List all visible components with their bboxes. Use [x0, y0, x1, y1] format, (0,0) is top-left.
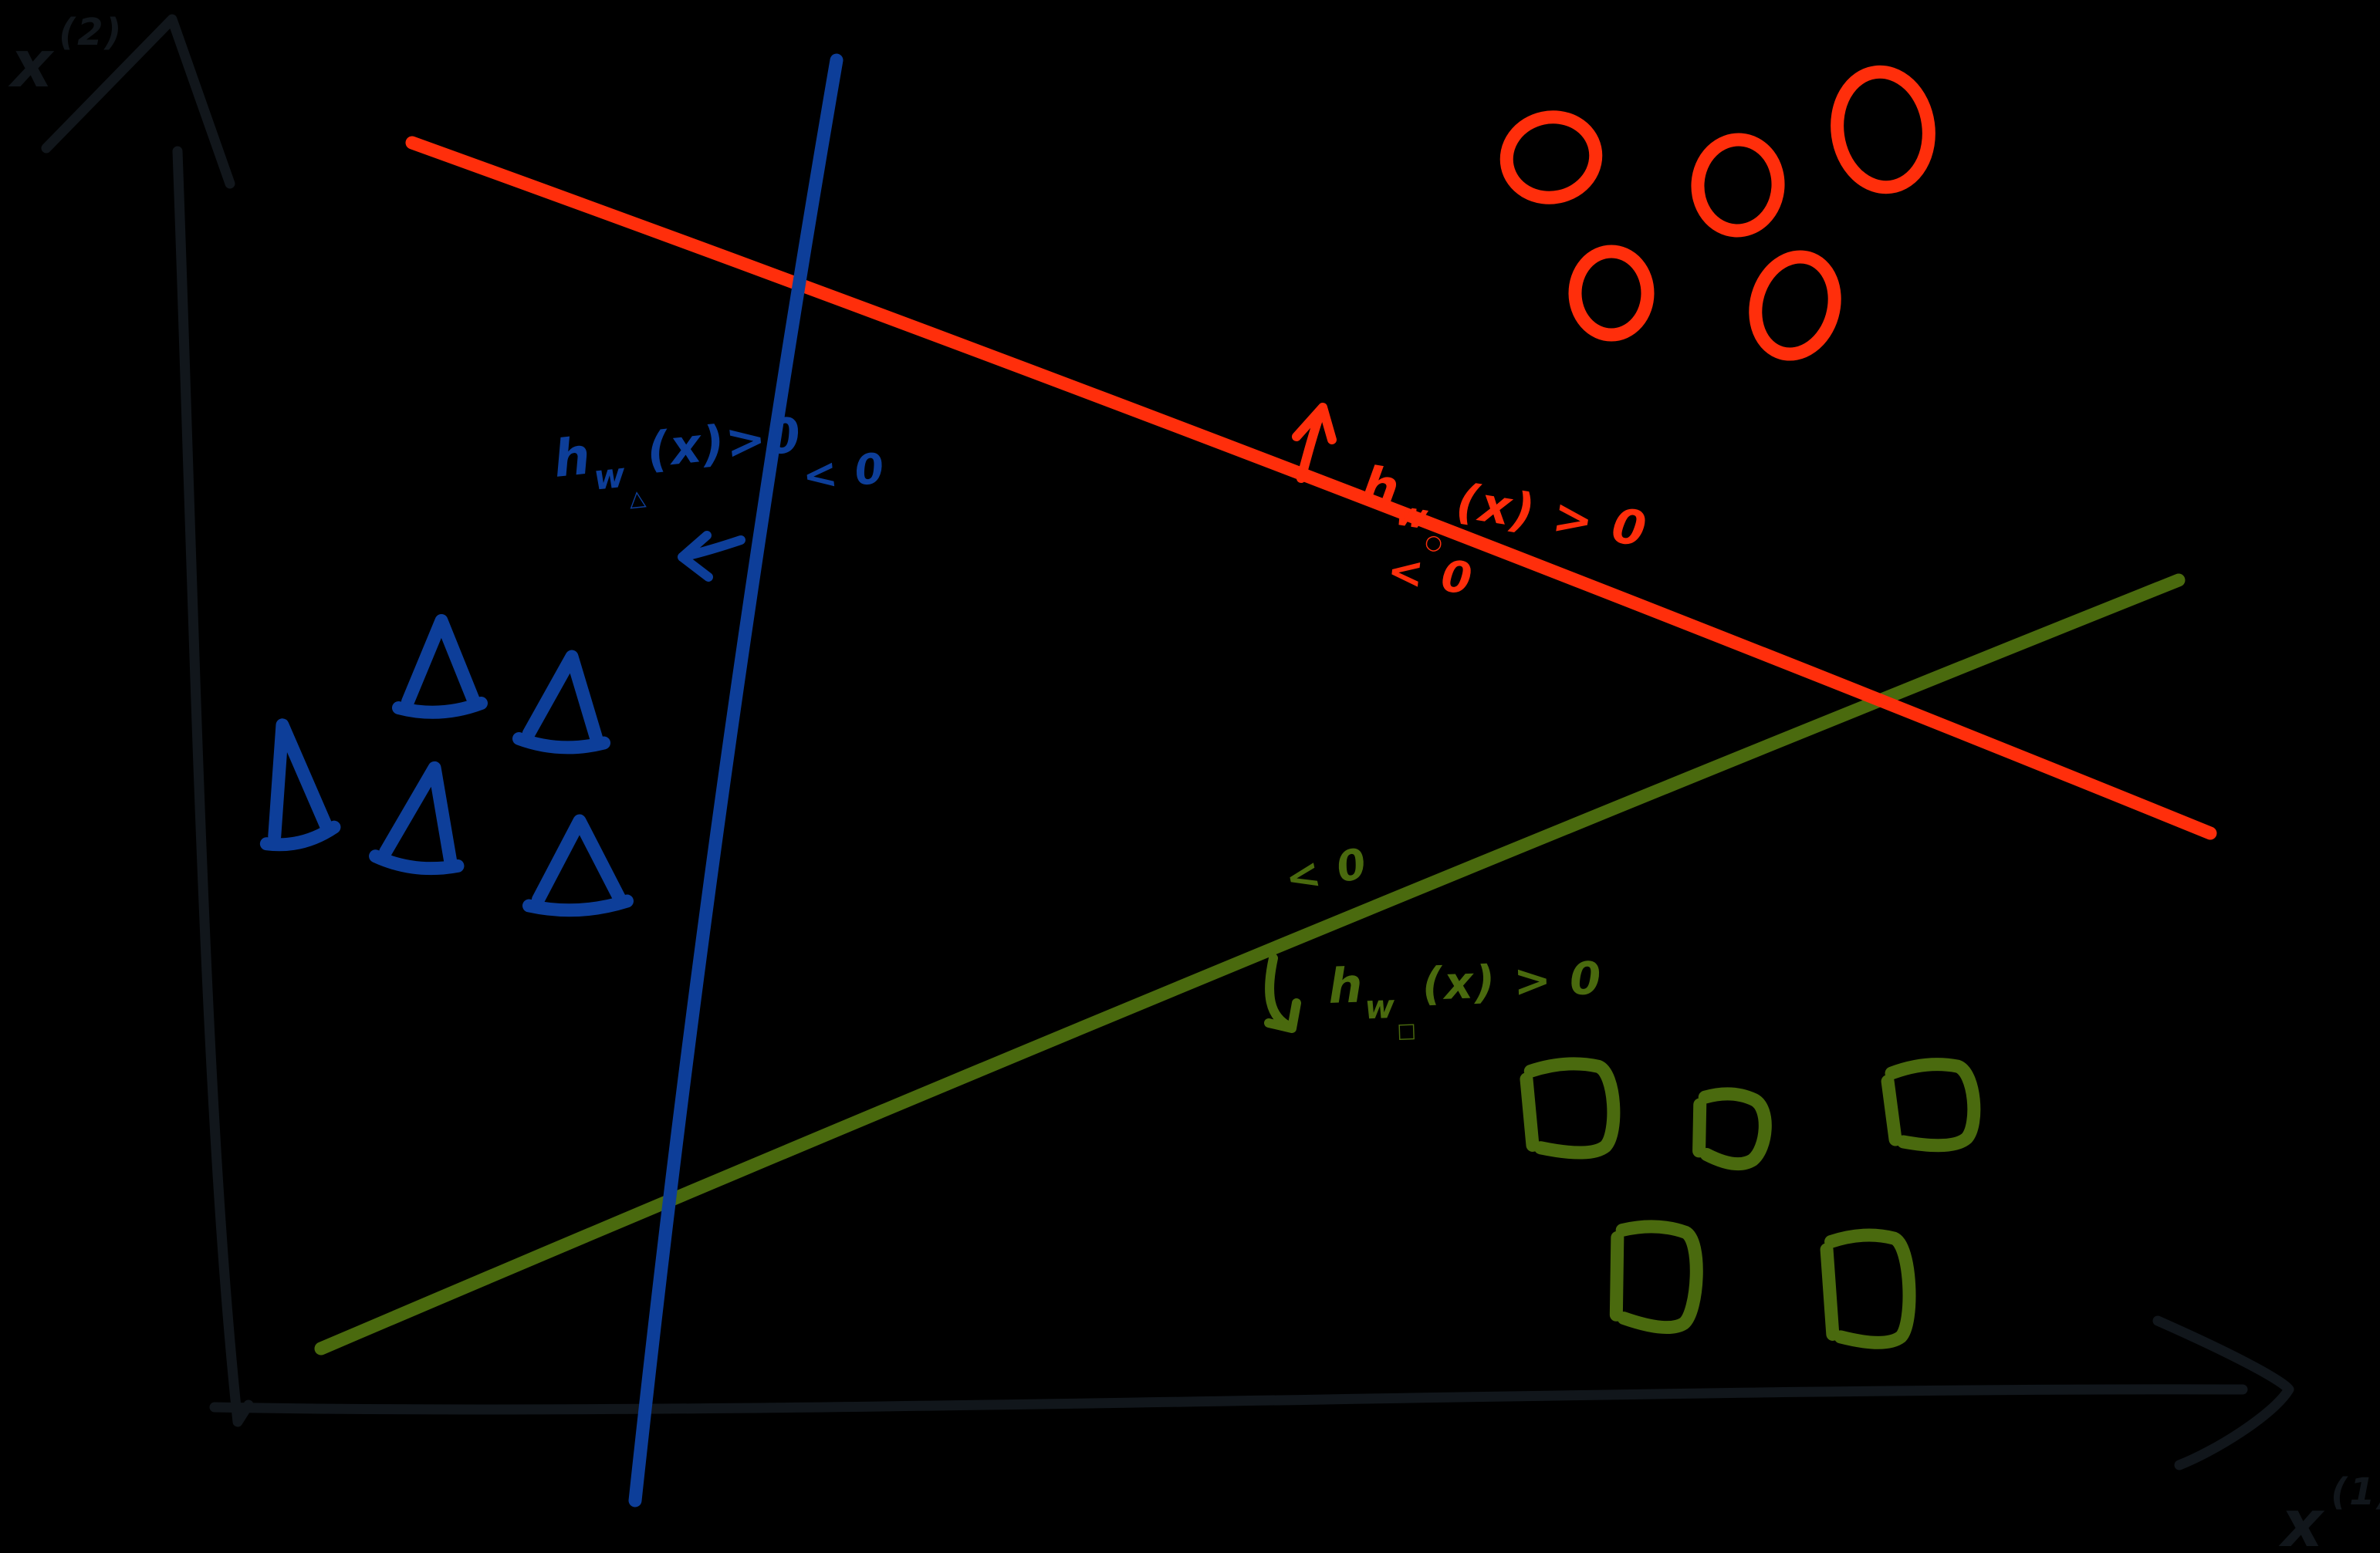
circle-markers [1499, 65, 1935, 361]
triangle-marker-shape [512, 650, 611, 755]
square-marker [1520, 1057, 1621, 1160]
circle-marker-shape [1691, 133, 1785, 238]
y-axis-label: x (2) [8, 11, 123, 102]
triangle-region-arrow-icon [678, 531, 745, 582]
triangle-class-group: hw△(x)>0 < 0 [259, 53, 888, 1507]
circle-marker [1499, 110, 1603, 204]
square-class-group: < 0 hw□(x) > 0 [314, 573, 2186, 1355]
triangle-marker [522, 814, 634, 917]
triangle-marker-shape [392, 614, 488, 719]
axes: x(2) x(1) [8, 11, 2380, 1553]
square-marker [1820, 1228, 1916, 1349]
triangle-marker-shape [522, 814, 634, 917]
circle-marker [1831, 65, 1935, 194]
triangle-marker [259, 718, 341, 852]
square-marker [1881, 1058, 1981, 1153]
square-marker-shape [1820, 1228, 1916, 1349]
triangle-negative-region-label: < 0 [800, 444, 888, 501]
square-marker [1692, 1087, 1772, 1171]
triangle-marker [369, 761, 465, 876]
square-marker-shape [1692, 1087, 1772, 1171]
circle-boundary-line [405, 136, 2217, 840]
circle-marker-shape [1568, 245, 1655, 342]
triangle-marker [512, 650, 611, 755]
x-axis-label: x(1) [2278, 1470, 2380, 1553]
circle-negative-region-label: < 0 [1385, 545, 1476, 604]
circle-normal-arrow-icon [1292, 403, 1337, 483]
circle-marker-shape [1831, 65, 1935, 194]
square-boundary-line [314, 573, 2186, 1355]
square-marker-shape [1609, 1220, 1703, 1335]
square-marker-shape [1881, 1058, 1981, 1153]
square-markers [1520, 1057, 1981, 1349]
x-axis-line [209, 1384, 2248, 1415]
triangle-marker [392, 614, 488, 719]
circle-marker [1691, 133, 1785, 238]
triangle-marker-shape [259, 718, 341, 852]
square-negative-region-label: < 0 [1281, 839, 1372, 903]
y-axis-line [172, 146, 254, 1427]
y-axis-arrowhead-icon [41, 14, 235, 189]
x-axis-arrowhead-icon [2152, 1315, 2294, 1470]
circle-marker [1749, 250, 1841, 361]
square-boundary-label: hw□(x) > 0 [1327, 949, 1604, 1045]
circle-marker-shape [1749, 250, 1841, 361]
circle-marker [1568, 245, 1655, 342]
square-region-arrow-icon [1264, 954, 1301, 1033]
triangle-marker-shape [369, 761, 465, 876]
circle-marker-shape [1499, 110, 1603, 204]
square-marker-shape [1520, 1057, 1621, 1160]
square-marker [1609, 1220, 1703, 1335]
triangle-markers [259, 614, 634, 917]
triangle-boundary-line [628, 53, 843, 1507]
